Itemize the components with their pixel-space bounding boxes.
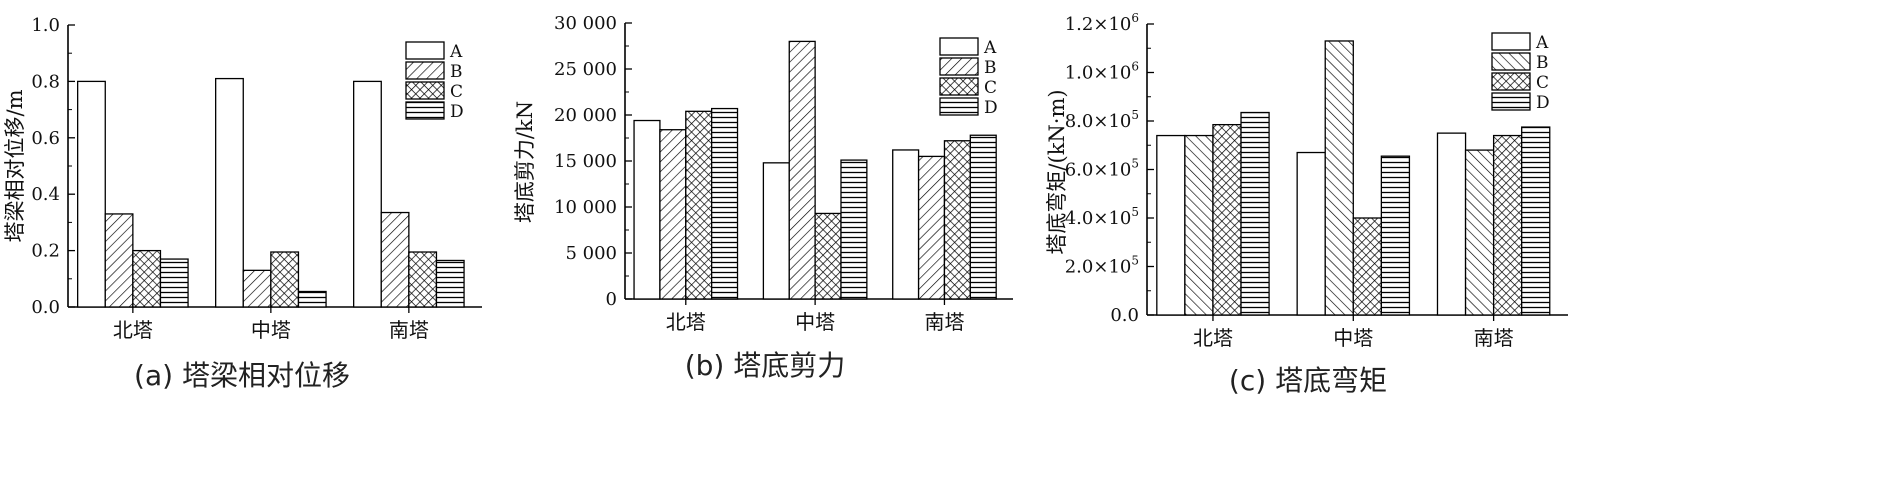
legend-swatch-C [1491,72,1531,91]
chart-b: 0 5 000 10 000 15 000 20 000 25 000 30 000 塔底剪力… [513,13,1013,382]
bar-A-2 [1436,132,1467,316]
bar-C-0 [685,110,713,300]
legend-swatch-D [939,97,979,116]
x-tick-label: 中塔 [795,310,835,334]
y-axis-label: 塔底剪力/kN [513,101,537,223]
bar-B-0 [659,129,687,300]
legend-swatch-C [405,81,445,100]
bar-C-2 [408,251,438,308]
y-tick-label: 2.0×105 [1065,254,1139,278]
y-tick-label: 10 000 [554,197,617,218]
bar-A-0 [77,80,106,308]
bar-A-2 [892,149,920,300]
bar-B-1 [788,40,816,300]
legend-swatch-B [405,61,445,80]
bar-A-1 [762,162,790,300]
chart-c: 0.0 2.0×105 4.0×105 6.0×105 8.0×105 1.0×106 1.… [1045,11,1568,397]
x-tick-label: 北塔 [666,310,706,334]
y-tick-label: 6.0×105 [1065,157,1139,181]
legend-label-A: A [449,42,463,62]
bar-A-0 [1156,134,1186,316]
legend-swatch-C [939,77,979,96]
y-tick-label: 0.0 [31,297,60,318]
bar-D-0 [1240,111,1270,316]
legend-label-B: B [450,62,463,82]
bar-B-2 [1464,149,1495,316]
y-tick-label: 15 000 [554,151,617,172]
y-axis-label: 塔底弯矩/(kN·m) [1045,89,1069,254]
x-tick-label: 南塔 [389,318,429,342]
legend-swatch-A [939,37,979,56]
legend-label-C: C [984,78,997,98]
legend-label-A: A [1535,33,1549,53]
legend-label-D: D [1536,93,1550,113]
bar-C-0 [1212,123,1242,316]
y-tick-label: 0 [606,289,617,310]
legend-label-A: A [983,38,997,58]
bar-B-2 [917,155,946,300]
bar-D-0 [711,107,739,300]
y-tick-label: 1.0 [31,15,60,36]
bar-A-1 [1296,151,1326,316]
bar-C-2 [1492,134,1523,316]
x-tick-label: 北塔 [1193,326,1233,350]
x-tick-label: 南塔 [924,310,964,334]
legend-swatch-B [939,57,979,76]
bar-C-1 [814,212,842,300]
figure-caption: (c) 塔底弯矩 [1229,364,1387,397]
y-tick-label: 0.2 [31,241,60,262]
bar-D-0 [159,258,189,308]
x-tick-label: 中塔 [1333,326,1373,350]
legend-label-B: B [984,58,997,78]
figure-caption: (a) 塔梁相对位移 [134,359,350,392]
legend-label-B: B [1536,53,1549,73]
bar-B-0 [104,213,134,308]
bar-A-2 [353,80,382,308]
y-tick-label: 0.4 [31,184,60,205]
legend-swatch-B [1491,52,1531,71]
y-tick-label: 0.6 [31,128,60,149]
bar-B-2 [380,211,410,308]
bar-A-0 [633,119,661,300]
bar-D-2 [969,134,997,300]
bar-C-1 [1352,217,1383,316]
bar-D-1 [840,159,868,300]
legend-swatch-D [1491,92,1531,111]
bar-B-1 [242,269,272,308]
x-tick-label: 中塔 [251,318,291,342]
legend-swatch-D [405,101,445,120]
bar-D-2 [435,259,465,308]
legend-label-C: C [450,82,463,102]
y-axis-label: 塔梁相对位移/m [3,89,27,242]
y-tick-label: 5 000 [565,243,617,264]
bar-C-0 [132,249,162,308]
bar-B-0 [1184,134,1214,316]
y-tick-label: 30 000 [554,13,617,34]
y-tick-label: 0.8 [31,71,60,92]
bar-D-1 [297,290,327,308]
legend-swatch-A [405,41,445,60]
legend-label-C: C [1536,73,1549,93]
bar-A-1 [215,77,244,308]
bar-C-2 [943,140,971,300]
y-tick-label: 1.2×106 [1065,11,1139,35]
bar-B-1 [1324,40,1354,316]
y-tick-label: 0.0 [1110,305,1139,326]
legend-label-D: D [450,102,464,122]
bar-D-1 [1380,155,1411,316]
x-tick-label: 南塔 [1474,326,1514,350]
y-tick-label: 25 000 [554,59,617,80]
y-tick-label: 1.0×106 [1065,60,1139,84]
bar-C-1 [270,251,300,308]
figure-caption: (b) 塔底剪力 [685,349,846,382]
y-tick-label: 4.0×105 [1065,205,1139,229]
y-tick-label: 20 000 [554,105,617,126]
bar-D-2 [1521,126,1551,316]
legend-label-D: D [984,98,998,118]
y-tick-label: 8.0×105 [1065,108,1139,132]
x-tick-label: 北塔 [113,318,153,342]
legend-swatch-A [1491,32,1531,51]
